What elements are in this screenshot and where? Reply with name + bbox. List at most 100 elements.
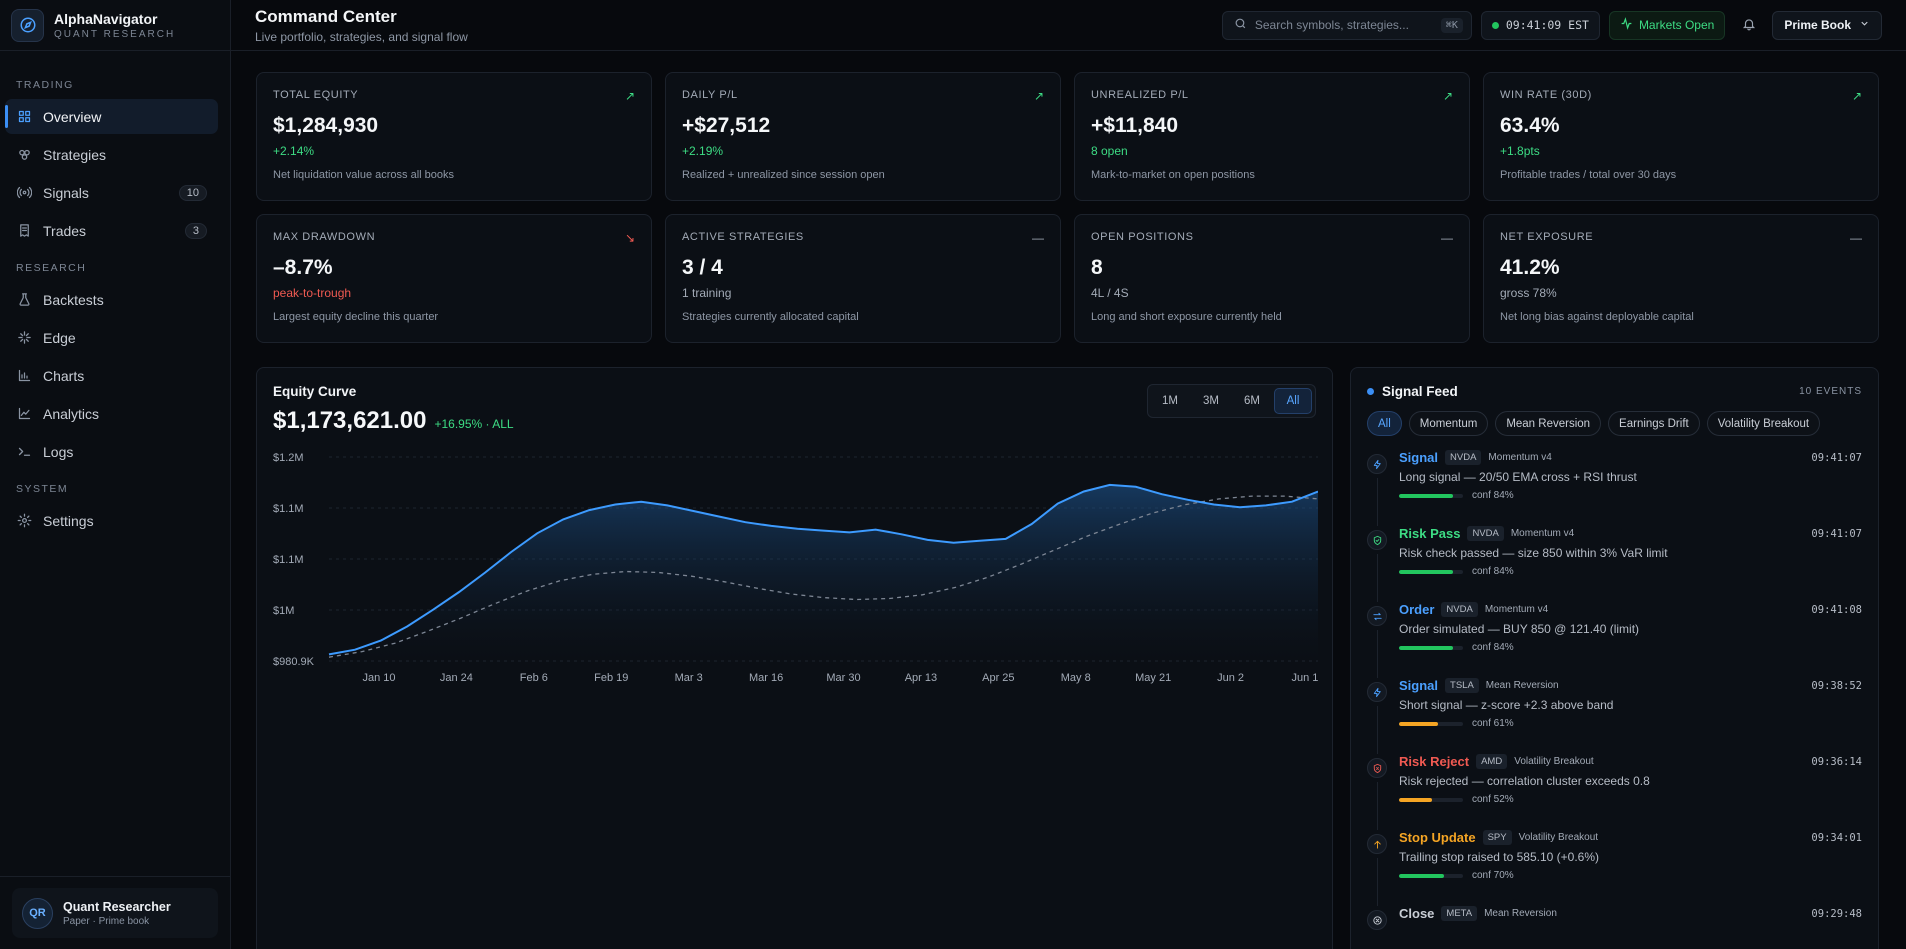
nav-section-title: TRADING [16,79,74,91]
terminal-icon [16,444,32,460]
book-label: Prime Book [1784,18,1851,32]
event-body: Signal TSLA Mean Reversion 09:38:52 Short si… [1399,678,1862,754]
brand[interactable]: AlphaNavigator QUANT RESEARCH [0,0,230,51]
event-header: Risk Reject AMD Volatility Breakout 09:36:1… [1399,754,1862,769]
feed-event[interactable]: Risk Reject AMD Volatility Breakout 09:36:1… [1367,754,1862,830]
sidebar-item-logs[interactable]: Logs [5,434,218,469]
confidence-label: conf 61% [1472,718,1514,729]
sidebar-item-label: Settings [43,512,94,529]
kpi-value: 3 / 4 [682,256,723,279]
event-body: Order NVDA Momentum v4 09:41:08 Order simula… [1399,602,1862,678]
search-icon [1234,17,1247,33]
x-tick-label: Feb 19 [594,672,628,684]
x-tick-label: Jun 16 [1291,672,1318,684]
feed-event[interactable]: Signal TSLA Mean Reversion 09:38:52 Short si… [1367,678,1862,754]
event-message: Order simulated — BUY 850 @ 121.40 (limi… [1399,622,1640,636]
kpi-card: ACTIVE STRATEGIES 3 / 4 1 training Strategi… [665,214,1061,343]
feed-event[interactable]: Close META Mean Reversion 09:29:48 [1367,906,1862,949]
sidebar-item-settings[interactable]: Settings [5,503,218,538]
confidence-bar-fill [1399,797,1433,802]
event-body: Stop Update SPY Volatility Breakout 09:34:0… [1399,830,1862,906]
event-type: Close [1399,906,1435,921]
confidence-bar [1399,493,1463,498]
bolt-icon [1367,454,1387,474]
book-selector[interactable]: Prime Book [1772,10,1882,40]
kpi-card: NET EXPOSURE 41.2% gross 78% Net long bias … [1483,214,1879,343]
filter-chip-earnings-drift[interactable]: Earnings Drift [1608,411,1700,436]
event-body: Signal NVDA Momentum v4 09:41:07 Long signal… [1399,450,1862,526]
x-tick-label: Apr 25 [982,672,1014,684]
event-symbol: NVDA [1467,526,1504,541]
feed-count: 10 EVENTS [1799,386,1862,397]
market-status-badge[interactable]: Markets Open [1608,10,1726,40]
feed-live-dot-icon [1367,388,1374,395]
filter-chip-volatility-breakout[interactable]: Volatility Breakout [1706,411,1821,436]
event-symbol: NVDA [1441,602,1478,617]
content: TOTAL EQUITY $1,284,930 +2.14% Net liquidat… [231,51,1906,949]
confidence-label: conf 84% [1472,490,1514,501]
equity-change: +16.95% · ALL [434,417,514,431]
kpi-label: ACTIVE STRATEGIES [682,231,804,243]
clock-time: 09:41:09 EST [1505,18,1589,32]
feed-event[interactable]: Stop Update SPY Volatility Breakout 09:34:0… [1367,830,1862,906]
event-icon-column [1367,830,1387,906]
event-time: 09:29:48 [1811,907,1862,920]
kpi-label: DAILY P/L [682,89,738,101]
sidebar-item-signals[interactable]: Signals 10 [5,175,218,210]
layers-icon [16,147,32,163]
event-message: Trailing stop raised to 585.10 (+0.6%) [1399,850,1599,864]
notifications-button[interactable] [1734,11,1763,40]
event-strategy: Mean Reversion [1485,680,1559,691]
sidebar-item-label: Analytics [43,405,100,422]
event-header: Risk Pass NVDA Momentum v4 09:41:07 [1399,526,1862,541]
kpi-delta: +2.14% [273,144,315,158]
filter-chip-momentum[interactable]: Momentum [1408,411,1489,436]
event-confidence: conf 84% [1399,490,1862,501]
feed-event[interactable]: Signal NVDA Momentum v4 09:41:07 Long signal… [1367,450,1862,526]
range-button-3m[interactable]: 3M [1203,395,1219,407]
activity-icon [1620,17,1633,33]
filter-chip-all[interactable]: All [1367,411,1402,436]
kpi-description: Profitable trades / total over 30 days [1500,169,1677,181]
sidebar-item-overview[interactable]: Overview [5,99,218,134]
event-confidence: conf 61% [1399,718,1862,729]
event-strategy: Volatility Breakout [1518,832,1599,843]
event-confidence: conf 70% [1399,870,1862,881]
sidebar-item-label: Trades [43,222,87,239]
trend-up-icon: ↗ [1442,89,1453,103]
range-button-6m[interactable]: 6M [1244,395,1260,407]
kpi-card: DAILY P/L +$27,512 +2.19% Realized + unreal… [665,72,1061,201]
sidebar-item-charts[interactable]: Charts [5,358,218,393]
brand-name: AlphaNavigator [54,10,158,27]
topbar: Command Center Live portfolio, strategie… [231,0,1906,51]
search-input[interactable] [1254,18,1433,32]
user-card[interactable]: QR Quant Researcher Paper · Prime book [12,888,218,938]
bell-icon [1742,17,1756,34]
kpi-description: Strategies currently allocated capital [682,311,859,323]
event-type: Order [1399,602,1435,617]
confidence-bar-fill [1399,873,1444,878]
equity-series-line [328,483,1318,656]
sidebar-item-trades[interactable]: Trades 3 [5,213,218,248]
sidebar-item-analytics[interactable]: Analytics [5,396,218,431]
range-button-all[interactable]: All [1274,388,1312,414]
page-subtitle: Live portfolio, strategies, and signal f… [255,29,468,44]
filter-chip-mean-reversion[interactable]: Mean Reversion [1495,411,1602,436]
search-box[interactable]: ⌘K [1221,10,1472,40]
trend-up-icon: ↗ [624,89,635,103]
timeline-line [1376,478,1378,526]
confidence-label: conf 70% [1472,870,1514,881]
sidebar-item-backtests[interactable]: Backtests [5,282,218,317]
trend-flat-icon: — [1850,231,1862,245]
timeline-line [1376,858,1378,906]
sidebar-item-strategies[interactable]: Strategies [5,137,218,172]
kpi-value: +$27,512 [682,114,771,137]
event-symbol: META [1441,906,1478,921]
sidebar-item-edge[interactable]: Edge [5,320,218,355]
event-icon-column [1367,678,1387,754]
range-button-1m[interactable]: 1M [1162,395,1178,407]
feed-event[interactable]: Risk Pass NVDA Momentum v4 09:41:07 Risk che… [1367,526,1862,602]
kpi-description: Net liquidation value across all books [273,169,454,181]
feed-event[interactable]: Order NVDA Momentum v4 09:41:08 Order simula… [1367,602,1862,678]
kpi-delta: 8 open [1091,144,1128,158]
